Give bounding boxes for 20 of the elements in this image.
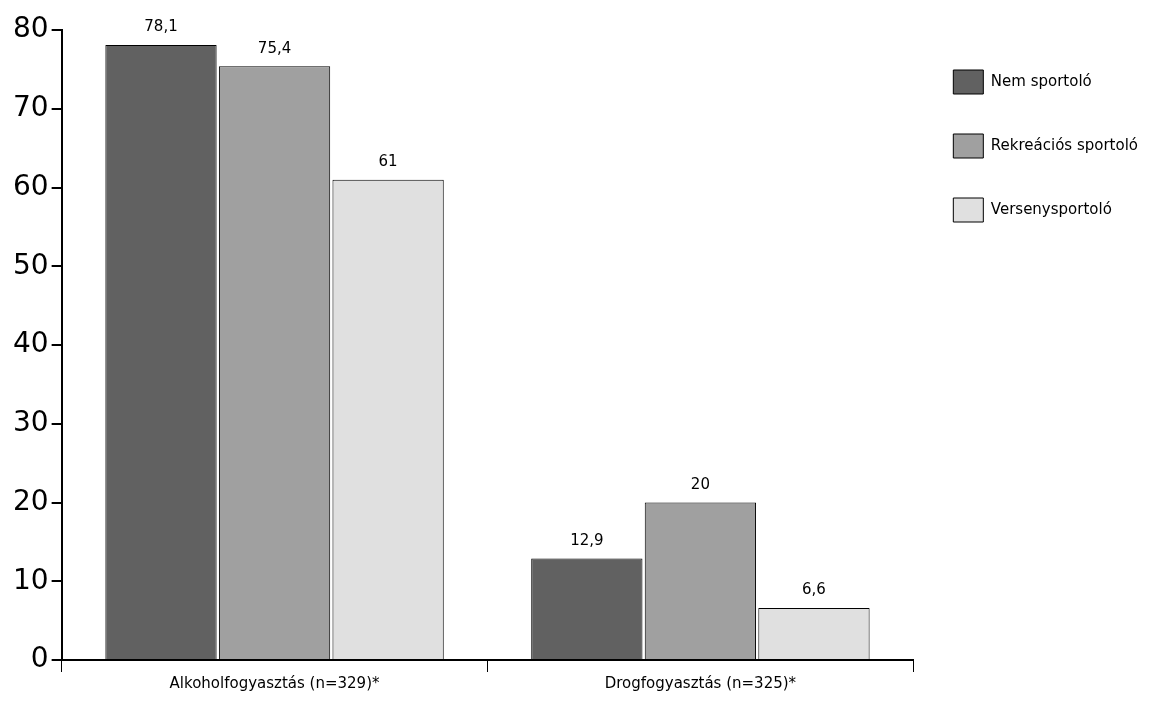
x-tick-label: Alkoholfogyasztás (n=329)* [169, 673, 380, 692]
legend-label: Nem sportoló [990, 71, 1092, 90]
y-tick-label: 40 [12, 326, 49, 360]
x-tick-label: Drogfogyasztás (n=325)* [604, 673, 797, 692]
y-tick-label: 80 [12, 11, 49, 45]
data-label: 78,1 [144, 17, 178, 36]
y-tick-label: 60 [12, 168, 49, 202]
y-tick-label: 30 [12, 405, 49, 439]
data-label: 61 [378, 152, 398, 171]
y-tick-label: 70 [12, 90, 49, 124]
data-label: 75,4 [257, 38, 292, 57]
y-tick-label: 50 [12, 247, 49, 281]
y-tick-label: 20 [12, 483, 49, 517]
y-tick-label: 10 [12, 562, 49, 596]
data-label: 6,6 [802, 580, 826, 599]
legend-label: Versenysportoló [990, 199, 1112, 218]
y-tick-label: 0 [30, 641, 49, 675]
data-label: 20 [690, 474, 710, 493]
data-label: 12,9 [570, 530, 604, 549]
legend-label: Rekreációs sportoló [990, 135, 1139, 154]
